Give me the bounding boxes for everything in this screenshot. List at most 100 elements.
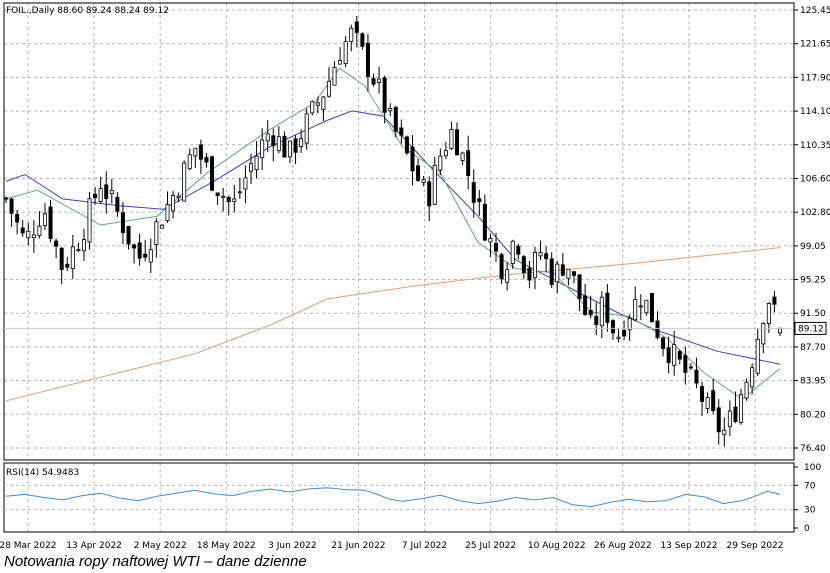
candle-body bbox=[488, 238, 493, 243]
candle-body bbox=[42, 213, 47, 226]
moving-averages bbox=[5, 67, 781, 402]
y-tick-label: 114.10 bbox=[800, 107, 830, 117]
candle-body bbox=[198, 144, 203, 160]
rsi-tick-label: 0 bbox=[804, 524, 810, 534]
y-tick-label: 95.25 bbox=[800, 276, 826, 286]
candle-body bbox=[494, 243, 499, 252]
candle-body bbox=[276, 136, 281, 152]
candle-body bbox=[93, 193, 98, 199]
candle-body bbox=[87, 198, 92, 243]
candle-body bbox=[20, 227, 25, 234]
y-tick-label: 80.20 bbox=[800, 410, 826, 420]
candle-body bbox=[688, 366, 693, 369]
candle-body bbox=[287, 140, 292, 158]
candle-body bbox=[15, 214, 20, 223]
candle-body bbox=[427, 181, 432, 207]
candle-body bbox=[237, 191, 242, 194]
candle-body bbox=[354, 21, 359, 33]
candle-body bbox=[176, 195, 181, 198]
grid bbox=[4, 3, 794, 532]
x-tick-label: 3 Jun 2022 bbox=[268, 541, 316, 551]
candle-body bbox=[215, 192, 220, 197]
candle-body bbox=[315, 102, 320, 106]
candle-body bbox=[694, 369, 699, 384]
rsi-panel-frame bbox=[3, 462, 795, 533]
y-tick-label: 87.70 bbox=[800, 343, 826, 353]
candle-body bbox=[154, 221, 159, 245]
x-tick-label: 25 Jul 2022 bbox=[465, 541, 516, 551]
price-panel-frame bbox=[3, 2, 795, 461]
candle-body bbox=[159, 224, 164, 229]
candle-body bbox=[165, 204, 170, 221]
candle-body bbox=[772, 296, 777, 305]
candle-body bbox=[410, 146, 415, 172]
y-tick-label: 110.35 bbox=[800, 141, 830, 151]
candle-body bbox=[243, 177, 248, 190]
candle-body bbox=[54, 240, 59, 247]
candle-body bbox=[48, 206, 53, 240]
candle-body bbox=[65, 263, 70, 268]
x-tick-label: 2 May 2022 bbox=[134, 541, 187, 551]
candle-body bbox=[627, 317, 632, 331]
candle-body bbox=[438, 155, 443, 171]
rsi-label: RSI(14) 54.9483 bbox=[6, 468, 79, 478]
candle-body bbox=[649, 292, 654, 323]
candle-body bbox=[555, 263, 560, 283]
candle-body bbox=[271, 135, 276, 147]
y-tick-label: 106.60 bbox=[800, 174, 830, 184]
candle-body bbox=[4, 197, 9, 200]
candle-body bbox=[321, 96, 326, 110]
candle-body bbox=[733, 406, 738, 422]
candle-body bbox=[249, 163, 254, 172]
candle-body bbox=[388, 108, 393, 112]
candle-body bbox=[750, 367, 755, 388]
candle-body bbox=[182, 162, 187, 202]
candle-body bbox=[37, 225, 42, 237]
candle-body bbox=[610, 320, 615, 334]
candle-body bbox=[471, 182, 476, 203]
candle-body bbox=[360, 33, 365, 47]
candle-body bbox=[31, 234, 36, 238]
candle-body bbox=[282, 135, 287, 158]
candles bbox=[4, 15, 783, 447]
candle-body bbox=[260, 139, 265, 159]
y-tick-label: 91.50 bbox=[800, 309, 826, 319]
y-tick-label: 102.80 bbox=[800, 208, 830, 218]
last-price-box bbox=[794, 321, 827, 335]
candle-body bbox=[761, 323, 766, 345]
y-tick-label: 125.45 bbox=[800, 6, 830, 16]
candle-body bbox=[727, 410, 732, 428]
candle-body bbox=[655, 320, 660, 339]
candle-body bbox=[193, 147, 198, 157]
last-price-label: 89.12 bbox=[798, 324, 824, 334]
candle-body bbox=[349, 27, 354, 42]
y-tick-label: 83.95 bbox=[800, 377, 826, 387]
candle-body bbox=[622, 329, 627, 337]
candle-body bbox=[421, 179, 426, 183]
chart-area: 125.45 121.65 117.90 114.10 110.35 106.60 102.… bbox=[0, 2, 830, 551]
candle-body bbox=[104, 184, 109, 200]
rsi-tick-label: 100 bbox=[804, 463, 821, 473]
axes: 125.45 121.65 117.90 114.10 110.35 106.60 102.… bbox=[0, 2, 830, 551]
candle-body bbox=[683, 355, 688, 373]
candle-body bbox=[588, 309, 593, 316]
candle-body bbox=[98, 188, 103, 202]
candle-body bbox=[449, 129, 454, 149]
candle-body bbox=[343, 40, 348, 64]
candle-body bbox=[638, 305, 643, 308]
candle-body bbox=[677, 351, 682, 360]
candle-body bbox=[711, 390, 716, 412]
candle-body bbox=[148, 249, 153, 263]
candle-body bbox=[666, 347, 671, 363]
candle-body bbox=[332, 66, 337, 86]
candle-body bbox=[455, 129, 460, 156]
candle-body bbox=[716, 407, 721, 433]
candle-body bbox=[377, 78, 382, 83]
candle-body bbox=[210, 156, 215, 191]
candle-body bbox=[700, 386, 705, 402]
candle-body bbox=[778, 327, 783, 334]
candle-body bbox=[59, 247, 64, 270]
candle-body bbox=[521, 256, 526, 274]
candle-body bbox=[226, 196, 231, 202]
x-tick-label: 26 Aug 2022 bbox=[594, 541, 652, 551]
